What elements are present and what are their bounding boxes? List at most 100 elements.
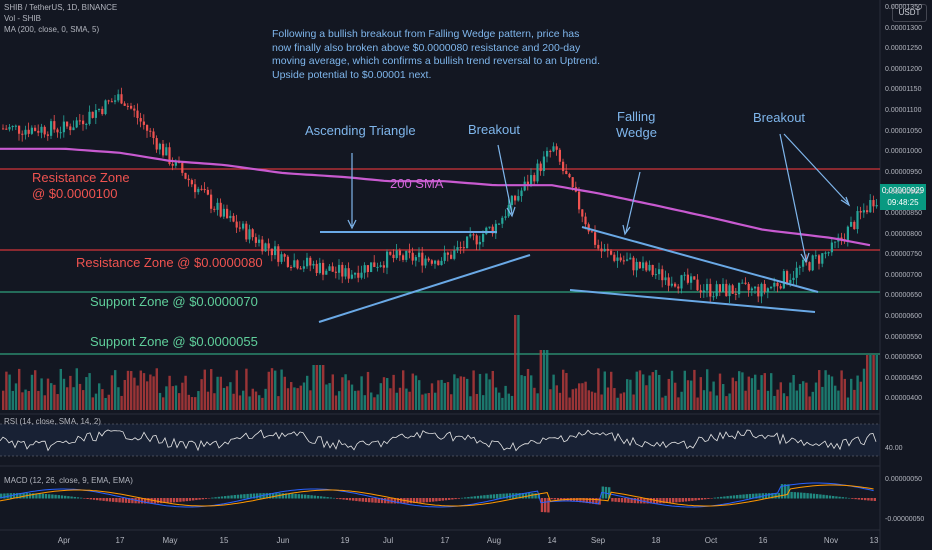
price-tick-label: 0.00001300 <box>885 24 922 32</box>
volume-bar <box>862 368 866 410</box>
triangle-arrowhead <box>347 219 357 230</box>
macd-hist-bar <box>396 498 400 504</box>
quote-currency-button[interactable]: USDT <box>892 4 927 22</box>
volume-bar <box>722 384 725 410</box>
volume-bar <box>126 370 130 410</box>
macd-hist-bar <box>83 498 86 499</box>
macd-hist-bar <box>758 493 761 499</box>
time-tick-label: 16 <box>758 536 768 545</box>
volume-bar <box>782 393 786 410</box>
volume-bar <box>40 378 43 410</box>
time-tick-label: 17 <box>115 536 125 545</box>
volume-bar <box>46 378 50 410</box>
volume-bar <box>510 395 514 410</box>
candle-body <box>5 128 8 130</box>
candle-body <box>30 127 33 134</box>
resistance-80-label: Resistance Zone @ $0.0000080 <box>76 255 263 270</box>
volume-bar <box>2 390 5 410</box>
candle-body <box>555 146 558 150</box>
macd-hist-bar <box>201 498 204 500</box>
volume-bar <box>747 376 750 410</box>
macd-hist-bar <box>41 493 44 499</box>
candle-body <box>392 254 395 259</box>
candle-body <box>299 268 302 270</box>
volume-bar <box>242 390 245 410</box>
volume-bar <box>491 370 494 410</box>
candle-body <box>827 252 830 254</box>
volume-bar <box>725 396 728 410</box>
candle-body <box>834 241 837 243</box>
volume-bar <box>91 397 94 410</box>
candle-body <box>200 188 203 190</box>
candle-body <box>766 288 769 292</box>
candle-body <box>229 215 232 219</box>
candle-body <box>66 121 69 127</box>
candle-body <box>789 279 792 283</box>
macd-hist-bar <box>172 498 176 503</box>
volume-bar <box>21 392 24 410</box>
candle-body <box>446 252 449 255</box>
candle-body <box>78 120 81 122</box>
candle-body <box>219 202 222 217</box>
candle-body <box>101 108 104 115</box>
candle-body <box>821 253 824 264</box>
candle-body <box>27 129 30 134</box>
macd-hist-bar <box>665 498 668 503</box>
time-tick-label: Sep <box>590 536 606 545</box>
macd-hist-bar <box>16 493 19 499</box>
candle-body <box>776 282 779 287</box>
breakout-right-label: Breakout <box>753 110 806 125</box>
macd-hist-bar <box>118 498 121 503</box>
candle-body <box>475 235 478 245</box>
volume-bar <box>542 350 546 410</box>
candle-body <box>152 131 155 139</box>
volume-bar <box>840 370 843 410</box>
volume-bar <box>360 376 363 410</box>
macd-hist-bar <box>352 498 355 501</box>
volume-bar <box>568 397 571 410</box>
macd-hist-bar <box>857 498 860 500</box>
time-tick-label: May <box>162 536 178 545</box>
volume-bar <box>597 368 600 410</box>
macd-hist-bar <box>246 493 249 499</box>
volume-bar <box>286 388 290 410</box>
macd-hist-bar <box>518 493 521 499</box>
macd-hist-bar <box>211 497 214 499</box>
candle-body <box>69 126 72 131</box>
macd-hist-bar <box>771 493 774 499</box>
breakout-right-arrowhead-1 <box>800 252 810 264</box>
macd-hist-bar <box>48 494 51 499</box>
volume-bar <box>773 395 776 410</box>
volume-bar <box>370 392 373 410</box>
volume-bar <box>389 388 392 410</box>
macd-hist-bar <box>96 498 99 501</box>
volume-bar <box>219 376 222 410</box>
volume-bar <box>462 376 466 410</box>
macd-hist-bar <box>492 494 496 499</box>
volume-bar <box>843 378 846 410</box>
volume-bar <box>750 378 754 410</box>
volume-bar <box>523 376 526 410</box>
volume-bar <box>5 371 8 410</box>
volume-bar <box>446 382 450 410</box>
macd-hist-bar <box>499 493 502 499</box>
price-tick-label: 0.00001200 <box>885 65 922 73</box>
candle-body <box>283 254 286 257</box>
volume-bar <box>546 350 549 410</box>
volume-bar <box>606 387 610 410</box>
volume-bar <box>139 370 142 410</box>
price-tick-label: 0.00000750 <box>885 251 922 259</box>
macd-hist-bar <box>550 498 553 500</box>
breakout-right-arrow-1 <box>779 133 807 261</box>
candle-body <box>197 188 200 193</box>
rsi-line <box>0 429 877 452</box>
macd-hist-bar <box>214 497 217 499</box>
macd-hist-bar <box>608 487 611 499</box>
volume-bar <box>741 372 744 410</box>
macd-hist-bar <box>819 494 822 499</box>
macd-hist-bar <box>105 498 108 502</box>
breakout-left-label: Breakout <box>468 122 521 137</box>
candle-body <box>859 211 862 213</box>
candle-body <box>194 184 197 193</box>
